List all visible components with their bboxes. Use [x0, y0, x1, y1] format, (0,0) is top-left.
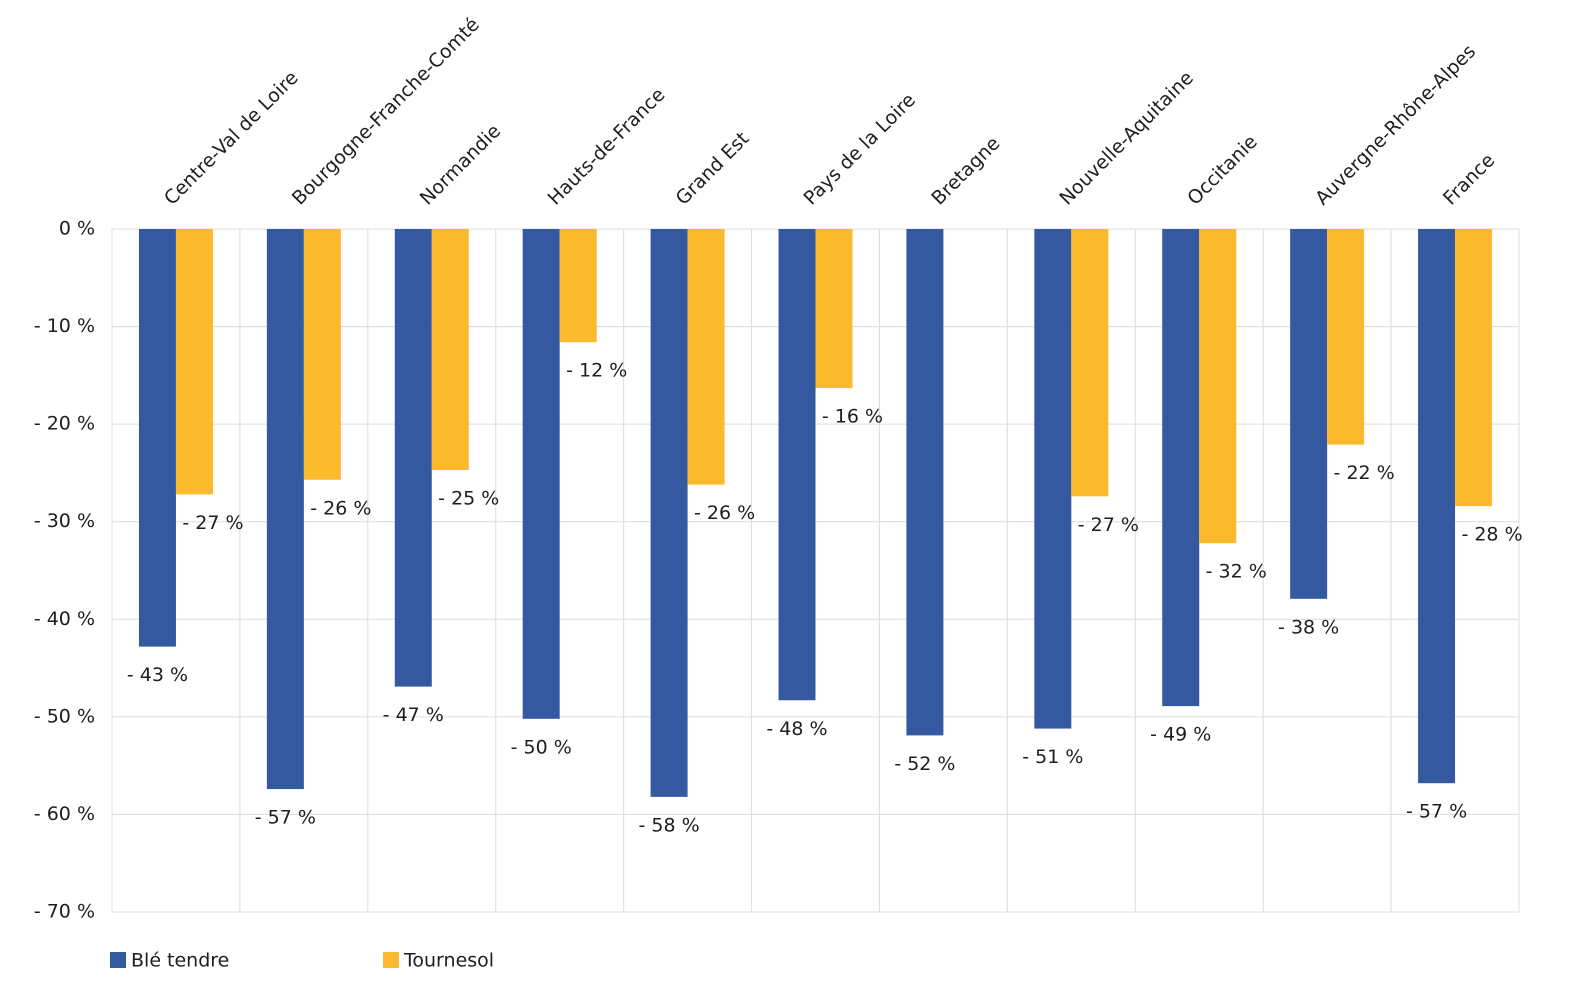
bar [559, 229, 597, 343]
x-tick-label: Centre-Val de Loire [160, 67, 303, 210]
bar [650, 229, 688, 797]
bar [1455, 229, 1493, 507]
bar [778, 229, 816, 701]
y-tick-label: - 10 % [34, 315, 95, 337]
value-label: - 38 % [1278, 616, 1339, 638]
value-label: - 51 % [1022, 746, 1083, 768]
bar [303, 229, 341, 480]
legend-swatch [383, 952, 399, 968]
value-label: - 12 % [566, 360, 627, 382]
bar [687, 229, 725, 485]
bar [906, 229, 944, 736]
y-tick-label: - 50 % [34, 705, 95, 727]
bar [1071, 229, 1109, 497]
y-tick-label: - 70 % [34, 901, 95, 923]
value-label: - 52 % [894, 753, 955, 775]
bar [1162, 229, 1200, 707]
value-label: - 47 % [383, 704, 444, 726]
value-label: - 27 % [182, 512, 243, 534]
value-label: - 58 % [639, 814, 700, 836]
x-tick-label: Pays de la Loire [799, 89, 920, 210]
value-label: - 57 % [255, 807, 316, 829]
value-label: - 49 % [1150, 724, 1211, 746]
value-label: - 48 % [766, 718, 827, 740]
x-tick-label: Grand Est [672, 128, 754, 210]
value-label: - 16 % [822, 406, 883, 428]
value-label: - 50 % [511, 736, 572, 758]
legend-swatch [110, 952, 126, 968]
bar [815, 229, 853, 389]
x-tick-label: Hauts-de-France [544, 84, 670, 210]
bar [1199, 229, 1237, 544]
legend-label: Tournesol [403, 950, 494, 972]
value-label: - 43 % [127, 664, 188, 686]
value-label: - 32 % [1206, 561, 1267, 583]
y-tick-label: - 40 % [34, 608, 95, 630]
bar [1034, 229, 1072, 729]
x-tick-label: Nouvelle-Aquitaine [1055, 67, 1198, 210]
bar [138, 229, 176, 647]
y-tick-label: - 60 % [34, 803, 95, 825]
bar [522, 229, 560, 719]
value-label: - 25 % [438, 488, 499, 510]
x-tick-label: Bretagne [927, 132, 1004, 209]
value-label: - 26 % [310, 497, 371, 519]
bar [431, 229, 469, 471]
x-tick-label: Occitanie [1183, 131, 1262, 210]
x-tick-label: Normandie [416, 120, 505, 209]
value-label: - 57 % [1406, 801, 1467, 823]
y-tick-label: 0 % [59, 218, 95, 240]
bar [1290, 229, 1328, 599]
legend-label: Blé tendre [131, 950, 229, 972]
value-label: - 27 % [1078, 514, 1139, 536]
x-tick-label: France [1439, 149, 1499, 209]
y-tick-label: - 20 % [34, 413, 95, 435]
value-label: - 28 % [1461, 524, 1522, 546]
bar [266, 229, 304, 790]
value-label: - 22 % [1334, 462, 1395, 484]
bar [175, 229, 213, 495]
y-tick-label: - 30 % [34, 510, 95, 532]
value-label: - 26 % [694, 502, 755, 524]
bar [1327, 229, 1365, 445]
bar [394, 229, 432, 687]
bar [1418, 229, 1456, 784]
